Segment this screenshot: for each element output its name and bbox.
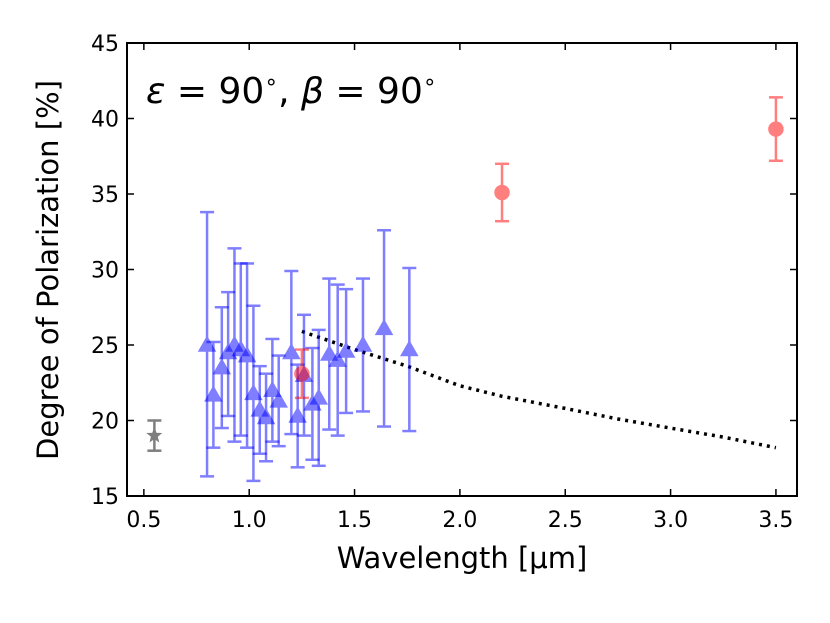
triangle-marker (237, 346, 257, 363)
x-axis-title: Wavelength [μm] (337, 541, 588, 575)
beta-value: = 90 (324, 71, 423, 112)
y-tick-label: 25 (91, 334, 119, 359)
y-tick-label: 40 (91, 108, 119, 133)
x-tick-label: 0.5 (126, 508, 161, 533)
triangle-marker (328, 350, 347, 367)
x-tick-label: 3.0 (653, 508, 688, 533)
triangle-marker (336, 341, 356, 358)
epsilon-symbol: ε (146, 71, 165, 112)
plot-frame (126, 42, 798, 497)
blue-triangles-point (225, 247, 244, 443)
y-tick-label: 45 (91, 32, 119, 57)
x-tick-label: 1.5 (337, 508, 372, 533)
blue-triangles-point (328, 283, 347, 437)
model-curve-line (301, 329, 777, 450)
blue-triangles-point (244, 304, 263, 483)
triangle-marker (256, 407, 276, 425)
red-circles-point (494, 162, 510, 223)
triangle-marker (309, 388, 329, 405)
blue-triangles-point (197, 210, 217, 478)
blue-triangles-point (400, 266, 419, 433)
blue-triangles-point (204, 340, 223, 449)
x-tick-label: 3.5 (758, 508, 793, 533)
y-tick-label: 30 (91, 259, 119, 284)
blue-triangles-point (319, 277, 339, 431)
circle-marker (294, 365, 310, 382)
epsilon-value: = 90 (165, 71, 264, 112)
triangle-marker (244, 383, 263, 401)
circle-marker (768, 121, 784, 137)
y-tick-label: 15 (91, 485, 119, 510)
triangle-marker (400, 340, 419, 357)
blue-triangles-point (353, 277, 373, 413)
x-tick-label: 2.5 (548, 508, 583, 533)
y-axis-title: Degree of Polarization [%] (31, 80, 65, 460)
y-tick-label: 35 (91, 183, 119, 208)
x-tick-label: 2.0 (442, 508, 477, 533)
beta-symbol: β (300, 71, 324, 112)
parameter-annotation: ε = 90∘, β = 90∘ (146, 70, 437, 112)
triangle-marker (212, 358, 232, 375)
star-marker (146, 427, 163, 443)
blue-triangles-point (256, 372, 276, 463)
triangle-marker (197, 335, 217, 352)
triangle-marker (282, 343, 301, 360)
triangle-marker (263, 380, 282, 398)
degree-sign-2: ∘ (423, 70, 437, 95)
degree-sign-1: ∘ (264, 70, 278, 95)
annotation-separator: , (278, 71, 301, 112)
blue-triangles-point (269, 354, 288, 448)
plot-layer (146, 96, 784, 483)
tick-layer: 0.5 1.0 1.5 2.0 2.5 3.0 3.5 15 20 25 30 35 40 45 (91, 32, 797, 533)
red-circles-point (768, 96, 784, 163)
blue-triangles-point (282, 269, 301, 436)
triangle-marker (288, 406, 307, 423)
blue-triangles-point (237, 262, 257, 449)
triangle-marker (319, 344, 339, 361)
triangle-marker (269, 391, 288, 408)
blue-triangles-point (374, 228, 394, 428)
black-star-point (146, 419, 163, 452)
triangle-marker (353, 335, 373, 352)
x-tick-label: 1.0 (232, 508, 267, 533)
triangle-marker (204, 385, 223, 402)
blue-triangles-point (336, 287, 356, 415)
y-tick-label: 20 (91, 410, 119, 435)
red-circles-point (294, 348, 310, 400)
blue-triangles-point (212, 306, 232, 430)
blue-triangles-point (309, 328, 329, 468)
triangle-marker (374, 318, 394, 336)
circle-marker (494, 184, 510, 201)
